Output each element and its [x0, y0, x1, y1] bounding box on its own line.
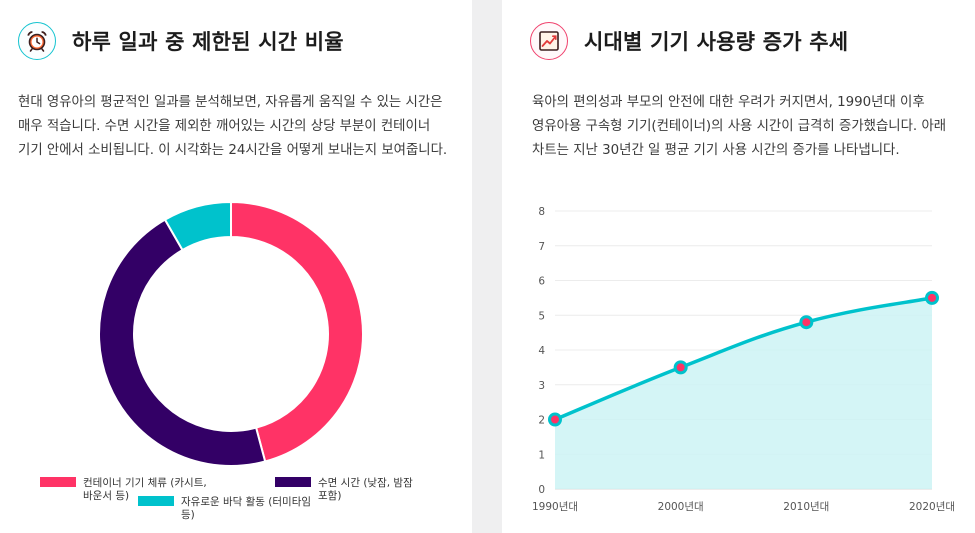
area-line-chart: 0 1 2 3 4 5 6 7 8 1990년대 2000년대 2010년대 2020년대 [532, 206, 955, 513]
legend-item-free[interactable]: 자유로운 바닥 활동 (터미타임 등) [138, 495, 311, 521]
legend-swatch [40, 477, 76, 487]
data-point[interactable] [548, 412, 562, 427]
legend-swatch [138, 496, 174, 506]
legend-swatch [275, 477, 311, 487]
time-ratio-title: 하루 일과 중 제한된 시간 비율 [72, 30, 344, 54]
x-tick-label: 2000년대 [658, 501, 704, 513]
usage-trend-header: 시대별 기기 사용량 증가 추세 [530, 22, 848, 60]
y-tick-label: 0 [538, 484, 545, 496]
data-point[interactable] [799, 315, 814, 330]
alarm-clock-icon [18, 22, 56, 60]
x-tick-label: 2010년대 [783, 501, 829, 513]
donut-slice-container[interactable] [230, 200, 364, 463]
donut-slice-free[interactable] [163, 200, 232, 252]
x-tick-label: 1990년대 [532, 501, 578, 513]
y-tick-label: 3 [538, 380, 545, 392]
time-ratio-card: 하루 일과 중 제한된 시간 비율 현대 영유아의 평균적인 일과를 분석해보면… [0, 0, 472, 533]
y-tick-label: 6 [538, 276, 545, 288]
data-point[interactable] [673, 360, 688, 375]
x-tick-label: 2020년대 [909, 501, 955, 513]
legend-item-sleep[interactable]: 수면 시간 (낮잠, 밤잠 포함) [275, 477, 413, 502]
legend-label: 수면 시간 (낮잠, 밤잠 포함) [318, 477, 413, 502]
y-tick-label: 5 [538, 310, 545, 322]
donut-slice-sleep[interactable] [98, 218, 267, 467]
y-tick-label: 8 [538, 206, 545, 218]
y-tick-label: 7 [538, 241, 545, 253]
data-point[interactable] [925, 290, 939, 305]
time-ratio-header: 하루 일과 중 제한된 시간 비율 [18, 22, 344, 60]
usage-trend-title: 시대별 기기 사용량 증가 추세 [584, 30, 849, 54]
legend-label: 컨테이너 기기 체류 (카시트, 바운서 등) [83, 477, 207, 502]
series-line [553, 296, 934, 422]
area-fill [555, 297, 932, 489]
usage-trend-description: 육아의 편의성과 부모의 안전에 대한 우려가 커지면서, 1990년대 이후 … [532, 95, 947, 158]
y-tick-label: 2 [538, 415, 545, 427]
y-tick-label: 1 [538, 449, 545, 461]
legend-item-container[interactable]: 컨테이너 기기 체류 (카시트, 바운서 등) [40, 477, 207, 502]
doughnut-chart: 컨테이너 기기 체류 (카시트, 바운서 등) 수면 시간 (낮잠, 밤잠 포함) 자유… [40, 200, 413, 521]
usage-trend-card: 시대별 기기 사용량 증가 추세 육아의 편의성과 부모의 안전에 대한 우려가… [502, 0, 975, 533]
time-ratio-description: 현대 영유아의 평균적인 일과를 분석해보면, 자유롭게 움직일 수 있는 시간… [18, 95, 448, 158]
y-tick-label: 4 [538, 345, 545, 357]
line-chart-icon [530, 22, 568, 60]
legend-label: 자유로운 바닥 활동 (터미타임 등) [181, 495, 311, 521]
